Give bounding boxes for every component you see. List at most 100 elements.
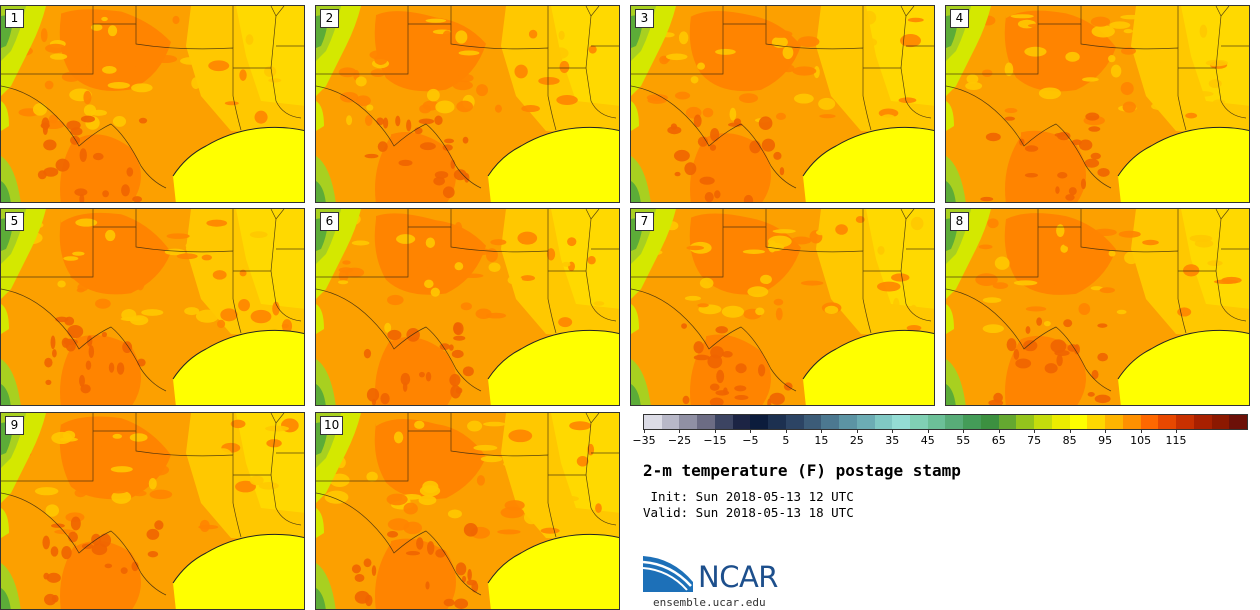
colorbar-swatch <box>1069 415 1088 429</box>
panel-number: 10 <box>320 416 344 435</box>
panel-number: 3 <box>635 9 654 28</box>
colorbar-swatch <box>1105 415 1123 429</box>
colorbar-tick <box>998 429 1000 433</box>
member-panel: 2 <box>315 5 620 203</box>
colorbar-swatch <box>821 415 840 429</box>
member-panel: 6 <box>315 208 620 406</box>
colorbar-tick-label: −5 <box>742 434 759 447</box>
colorbar-swatch <box>768 415 786 429</box>
colorbar-tick <box>644 429 645 433</box>
valid-time: Valid: Sun 2018-05-13 18 UTC <box>643 505 854 520</box>
colorbar-tick <box>856 429 858 433</box>
panel-number: 6 <box>320 212 339 231</box>
colorbar-swatch <box>732 415 751 429</box>
member-panel: 1 <box>0 5 305 203</box>
member-panel: 8 <box>945 208 1250 406</box>
init-time: Init: Sun 2018-05-13 12 UTC <box>643 489 854 504</box>
temperature-map <box>946 6 1249 202</box>
temperature-map <box>316 6 619 202</box>
colorbar-swatch <box>963 415 981 429</box>
member-panel: 10 <box>315 412 620 610</box>
colorbar-swatch <box>644 415 662 429</box>
colorbar-tick <box>963 429 965 433</box>
colorbar-tick-label: 55 <box>956 434 971 447</box>
colorbar-tick-label: 105 <box>1130 434 1152 447</box>
member-panel: 4 <box>945 5 1250 203</box>
colorbar-swatch <box>697 415 715 429</box>
colorbar-swatch <box>679 415 698 429</box>
colorbar-swatch <box>892 415 911 429</box>
panel-number: 7 <box>635 212 654 231</box>
colorbar-tick <box>892 429 894 433</box>
colorbar-swatch <box>1140 415 1159 429</box>
ncar-logo-text: NCAR <box>698 560 778 594</box>
panel-number: 2 <box>320 9 339 28</box>
colorbar-tick <box>821 429 823 433</box>
member-panel: 7 <box>630 208 935 406</box>
temperature-map <box>1 209 304 405</box>
colorbar-swatch <box>839 415 857 429</box>
colorbar-tick <box>1069 429 1071 433</box>
temperature-colorbar: −35 −25 −15 −5 5 15 25 35 45 55 65 75 85 95 105 115 <box>632 414 1248 448</box>
colorbar-tick-label: 5 <box>782 434 790 447</box>
colorbar-swatch <box>1229 415 1247 429</box>
colorbar-swatch <box>661 415 680 429</box>
colorbar-tick <box>1105 429 1107 433</box>
colorbar-tick-label: −35 <box>632 434 656 447</box>
colorbar-swatch <box>910 415 928 429</box>
panel-number: 4 <box>950 9 969 28</box>
panel-number: 5 <box>5 212 24 231</box>
temperature-map <box>1 413 304 609</box>
ncar-swoosh-icon <box>642 556 693 592</box>
colorbar-tick-label: 35 <box>885 434 900 447</box>
colorbar-swatch <box>803 415 822 429</box>
panel-number: 9 <box>5 416 24 435</box>
colorbar-tick-label: 115 <box>1165 434 1187 447</box>
temperature-map <box>316 209 619 405</box>
member-panel: 9 <box>0 412 305 610</box>
colorbar-swatch <box>1176 415 1194 429</box>
colorbar-tick <box>1176 429 1178 433</box>
colorbar-swatch <box>856 415 875 429</box>
colorbar-swatch <box>980 415 999 429</box>
colorbar-swatch <box>1211 415 1230 429</box>
temperature-map <box>631 209 934 405</box>
temperature-map <box>946 209 1249 405</box>
colorbar-tick-label: 45 <box>920 434 935 447</box>
colorbar-tick-label: −25 <box>667 434 692 447</box>
plot-title: 2-m temperature (F) postage stamp <box>643 461 961 480</box>
colorbar-swatches <box>643 414 1248 430</box>
colorbar-tick-label: 95 <box>1098 434 1113 447</box>
colorbar-swatch <box>945 415 964 429</box>
ncar-logo: NCAR <box>642 552 793 596</box>
colorbar-swatch <box>1051 415 1070 429</box>
colorbar-swatch <box>1158 415 1177 429</box>
colorbar-tick <box>1140 429 1142 433</box>
colorbar-swatch <box>1087 415 1106 429</box>
colorbar-tick <box>927 429 929 433</box>
temperature-map <box>1 6 304 202</box>
colorbar-swatch <box>927 415 946 429</box>
colorbar-swatch <box>1034 415 1052 429</box>
colorbar-tick-label: 85 <box>1062 434 1077 447</box>
colorbar-swatch <box>1193 415 1212 429</box>
colorbar-tick-label: 65 <box>991 434 1006 447</box>
colorbar-swatch <box>750 415 769 429</box>
temperature-map <box>316 413 619 609</box>
colorbar-swatch <box>1122 415 1141 429</box>
temperature-map <box>631 6 934 202</box>
colorbar-tick-label: 75 <box>1027 434 1042 447</box>
colorbar-swatch <box>714 415 733 429</box>
panel-number: 1 <box>5 9 24 28</box>
member-panel: 5 <box>0 208 305 406</box>
panel-number: 8 <box>950 212 969 231</box>
colorbar-tick-label: 25 <box>849 434 864 447</box>
colorbar-tick-label: 15 <box>814 434 829 447</box>
colorbar-tick-label: −15 <box>703 434 727 447</box>
colorbar-tick <box>1034 429 1036 433</box>
colorbar-tick <box>714 429 716 433</box>
colorbar-swatch <box>1016 415 1035 429</box>
colorbar-swatch <box>785 415 804 429</box>
colorbar-swatch <box>874 415 893 429</box>
colorbar-tick <box>679 429 681 433</box>
